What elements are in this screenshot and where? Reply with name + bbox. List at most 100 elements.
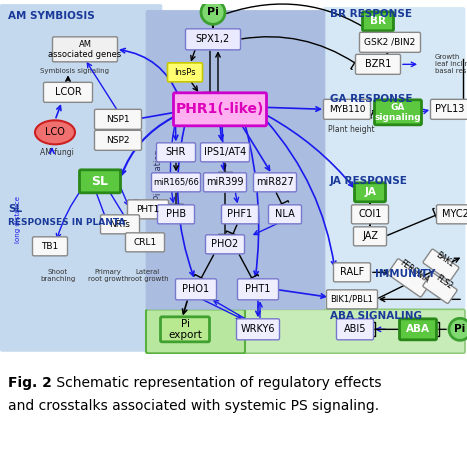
FancyBboxPatch shape xyxy=(146,309,245,353)
Text: Plant height: Plant height xyxy=(328,125,375,134)
Text: GSK2 /BIN2: GSK2 /BIN2 xyxy=(364,38,416,47)
Text: WRKY6: WRKY6 xyxy=(241,324,275,334)
Text: COI1: COI1 xyxy=(358,209,382,219)
FancyBboxPatch shape xyxy=(337,319,374,340)
FancyBboxPatch shape xyxy=(126,233,164,252)
Text: Pi
export: Pi export xyxy=(168,319,202,340)
Text: InsPs: InsPs xyxy=(174,68,196,77)
Text: miR827: miR827 xyxy=(256,178,294,188)
FancyBboxPatch shape xyxy=(354,227,387,246)
Text: SL: SL xyxy=(92,175,108,188)
Text: PHT1: PHT1 xyxy=(136,205,160,214)
FancyBboxPatch shape xyxy=(362,12,394,31)
FancyBboxPatch shape xyxy=(168,63,203,82)
FancyBboxPatch shape xyxy=(431,99,467,119)
Text: NRTs: NRTs xyxy=(110,220,130,229)
Text: ABI5: ABI5 xyxy=(344,324,366,334)
Text: PHO2: PHO2 xyxy=(212,239,239,249)
Text: Lateral
root growth: Lateral root growth xyxy=(127,269,168,282)
Text: AM SYMBIOSIS: AM SYMBIOSIS xyxy=(8,11,95,21)
FancyBboxPatch shape xyxy=(94,130,142,150)
FancyBboxPatch shape xyxy=(352,205,389,224)
Ellipse shape xyxy=(35,120,75,144)
Text: Growth
leaf inclination
basal resistance: Growth leaf inclination basal resistance xyxy=(435,54,467,74)
FancyBboxPatch shape xyxy=(221,205,259,224)
Text: JAZ: JAZ xyxy=(362,232,378,242)
Text: Fig. 2: Fig. 2 xyxy=(8,376,52,390)
Text: miR165/66: miR165/66 xyxy=(153,178,199,187)
FancyBboxPatch shape xyxy=(94,109,142,129)
FancyBboxPatch shape xyxy=(127,200,169,219)
FancyBboxPatch shape xyxy=(254,173,297,192)
Text: FERONIA: FERONIA xyxy=(397,258,431,285)
FancyBboxPatch shape xyxy=(269,205,302,224)
Text: ABA SIGNALING: ABA SIGNALING xyxy=(330,311,422,321)
FancyBboxPatch shape xyxy=(399,319,437,340)
Text: Pi: Pi xyxy=(207,7,219,17)
FancyBboxPatch shape xyxy=(375,100,422,125)
FancyBboxPatch shape xyxy=(0,5,162,203)
Text: TB1: TB1 xyxy=(42,242,59,251)
Text: and crosstalks associated with systemic PS signaling.: and crosstalks associated with systemic … xyxy=(8,399,379,413)
Text: Shoot
branching: Shoot branching xyxy=(40,269,76,282)
Circle shape xyxy=(449,318,467,340)
FancyBboxPatch shape xyxy=(157,205,194,224)
FancyBboxPatch shape xyxy=(33,237,68,256)
Text: Schematic representation of regulatory effects: Schematic representation of regulatory e… xyxy=(52,376,382,390)
Text: PHF1: PHF1 xyxy=(227,209,253,219)
FancyBboxPatch shape xyxy=(151,173,200,192)
FancyBboxPatch shape xyxy=(100,215,140,234)
FancyBboxPatch shape xyxy=(174,93,267,126)
Text: BR: BR xyxy=(370,16,386,26)
Text: RESPONSES IN PLANTA: RESPONSES IN PLANTA xyxy=(8,218,125,227)
Text: GA RESPONSE: GA RESPONSE xyxy=(330,94,412,104)
FancyBboxPatch shape xyxy=(79,170,120,193)
FancyBboxPatch shape xyxy=(423,249,459,281)
Text: BIK1/PBL1: BIK1/PBL1 xyxy=(331,295,374,304)
FancyBboxPatch shape xyxy=(156,143,196,162)
Text: JA RESPONSE: JA RESPONSE xyxy=(330,176,408,186)
FancyBboxPatch shape xyxy=(236,319,280,340)
FancyBboxPatch shape xyxy=(185,29,241,50)
Text: LCOR: LCOR xyxy=(55,87,81,97)
Text: SL: SL xyxy=(8,204,22,214)
Text: PHR1(-like): PHR1(-like) xyxy=(176,102,264,116)
Text: Pi: Pi xyxy=(454,324,466,334)
Circle shape xyxy=(201,0,225,25)
Text: NLA: NLA xyxy=(275,209,295,219)
Text: BAK1: BAK1 xyxy=(434,250,456,269)
Text: PHT1: PHT1 xyxy=(245,284,271,294)
FancyBboxPatch shape xyxy=(52,37,118,62)
FancyBboxPatch shape xyxy=(388,259,431,297)
Text: IMMUNITY: IMMUNITY xyxy=(375,269,435,279)
Text: FLS2: FLS2 xyxy=(434,273,454,291)
FancyBboxPatch shape xyxy=(323,255,465,341)
Text: NSP2: NSP2 xyxy=(106,136,130,145)
FancyBboxPatch shape xyxy=(161,317,210,342)
Text: PYL13: PYL13 xyxy=(435,104,465,114)
Text: MYB110: MYB110 xyxy=(329,105,365,114)
FancyBboxPatch shape xyxy=(437,205,467,224)
Text: NSP1: NSP1 xyxy=(106,115,130,124)
Text: ABA: ABA xyxy=(406,324,430,334)
FancyBboxPatch shape xyxy=(323,91,465,175)
FancyBboxPatch shape xyxy=(423,273,457,303)
FancyBboxPatch shape xyxy=(146,10,325,309)
Text: SHR: SHR xyxy=(166,148,186,158)
Text: Symbiosis signaling: Symbiosis signaling xyxy=(40,69,109,74)
FancyBboxPatch shape xyxy=(176,279,217,300)
FancyBboxPatch shape xyxy=(238,279,278,300)
Text: PHO1: PHO1 xyxy=(183,284,210,294)
Text: SPX1,2: SPX1,2 xyxy=(196,35,230,44)
Text: MYC2: MYC2 xyxy=(442,209,467,219)
FancyBboxPatch shape xyxy=(360,32,420,52)
FancyBboxPatch shape xyxy=(43,82,92,102)
FancyBboxPatch shape xyxy=(323,7,465,94)
Text: N/P balancing: N/P balancing xyxy=(134,198,140,247)
Text: CRL1: CRL1 xyxy=(134,238,156,247)
FancyBboxPatch shape xyxy=(243,309,465,353)
FancyBboxPatch shape xyxy=(204,173,247,192)
FancyBboxPatch shape xyxy=(0,199,162,351)
Text: miR399: miR399 xyxy=(206,178,244,188)
FancyBboxPatch shape xyxy=(200,143,249,162)
